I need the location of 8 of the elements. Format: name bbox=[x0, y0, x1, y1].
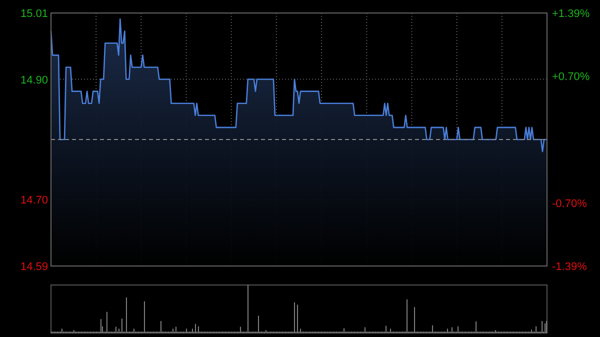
y-tick-label: 15.01 bbox=[20, 8, 48, 20]
y2-tick-label: -1.39% bbox=[552, 261, 588, 273]
y-tick-label: 14.70 bbox=[20, 194, 48, 207]
y-tick-label: 14.90 bbox=[20, 74, 48, 86]
y2-tick-label: +0.70% bbox=[552, 70, 590, 83]
y2-tick-label: +1.39% bbox=[552, 8, 590, 20]
y-tick-label: 14.59 bbox=[20, 261, 48, 273]
y2-tick-label: -0.70% bbox=[552, 198, 588, 210]
